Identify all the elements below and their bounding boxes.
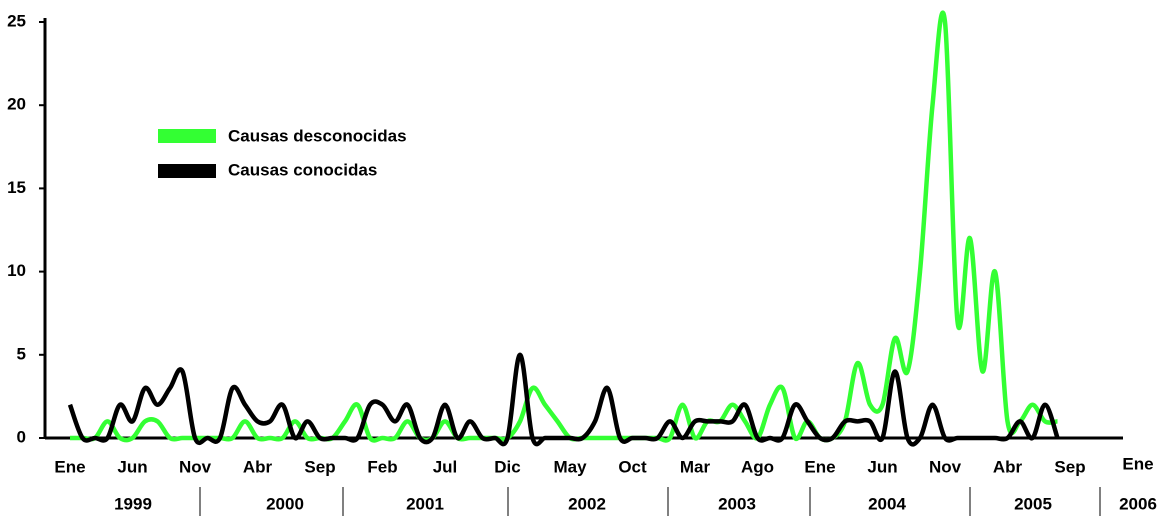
x-tick-label: Ene bbox=[54, 457, 85, 476]
legend-swatch bbox=[158, 164, 216, 178]
x-tick-label: May bbox=[553, 457, 587, 476]
x-tick-label: Abr bbox=[243, 457, 273, 476]
x-tick-label: Nov bbox=[929, 457, 962, 476]
year-label: 2006 bbox=[1119, 494, 1157, 513]
x-tick-label: Ene bbox=[804, 457, 835, 476]
x-tick-label: Sep bbox=[1054, 457, 1085, 476]
series-line bbox=[67, 352, 1060, 447]
year-label: 2004 bbox=[868, 494, 906, 513]
year-label: 2003 bbox=[718, 494, 756, 513]
x-tick-label: Jul bbox=[433, 457, 458, 476]
series-line bbox=[69, 10, 1058, 443]
x-tick-label: Abr bbox=[993, 457, 1023, 476]
year-label: 2000 bbox=[266, 494, 304, 513]
x-tick-label: Feb bbox=[367, 457, 397, 476]
x-tick-label: Oct bbox=[618, 457, 647, 476]
y-tick-label: 20 bbox=[7, 95, 26, 114]
legend-label: Causas conocidas bbox=[228, 160, 377, 179]
y-tick-label: 0 bbox=[17, 427, 26, 446]
x-tick-label: Dic bbox=[494, 457, 520, 476]
year-label: 2001 bbox=[406, 494, 444, 513]
year-label: 2002 bbox=[568, 494, 606, 513]
y-tick-label: 15 bbox=[7, 178, 26, 197]
x-tick-label: Jun bbox=[867, 457, 897, 476]
year-label: 2005 bbox=[1014, 494, 1052, 513]
x-tick-label: Ene bbox=[1122, 454, 1153, 473]
legend-swatch bbox=[158, 129, 216, 143]
y-tick-label: 10 bbox=[7, 261, 26, 280]
x-tick-label: Ago bbox=[741, 457, 774, 476]
x-tick-label: Sep bbox=[304, 457, 335, 476]
y-tick-label: 5 bbox=[17, 344, 26, 363]
year-label: 1999 bbox=[114, 494, 152, 513]
x-tick-label: Nov bbox=[179, 457, 212, 476]
x-tick-label: Jun bbox=[117, 457, 147, 476]
y-tick-label: 25 bbox=[7, 11, 26, 30]
x-tick-label: Mar bbox=[680, 457, 711, 476]
legend-label: Causas desconocidas bbox=[228, 126, 407, 145]
